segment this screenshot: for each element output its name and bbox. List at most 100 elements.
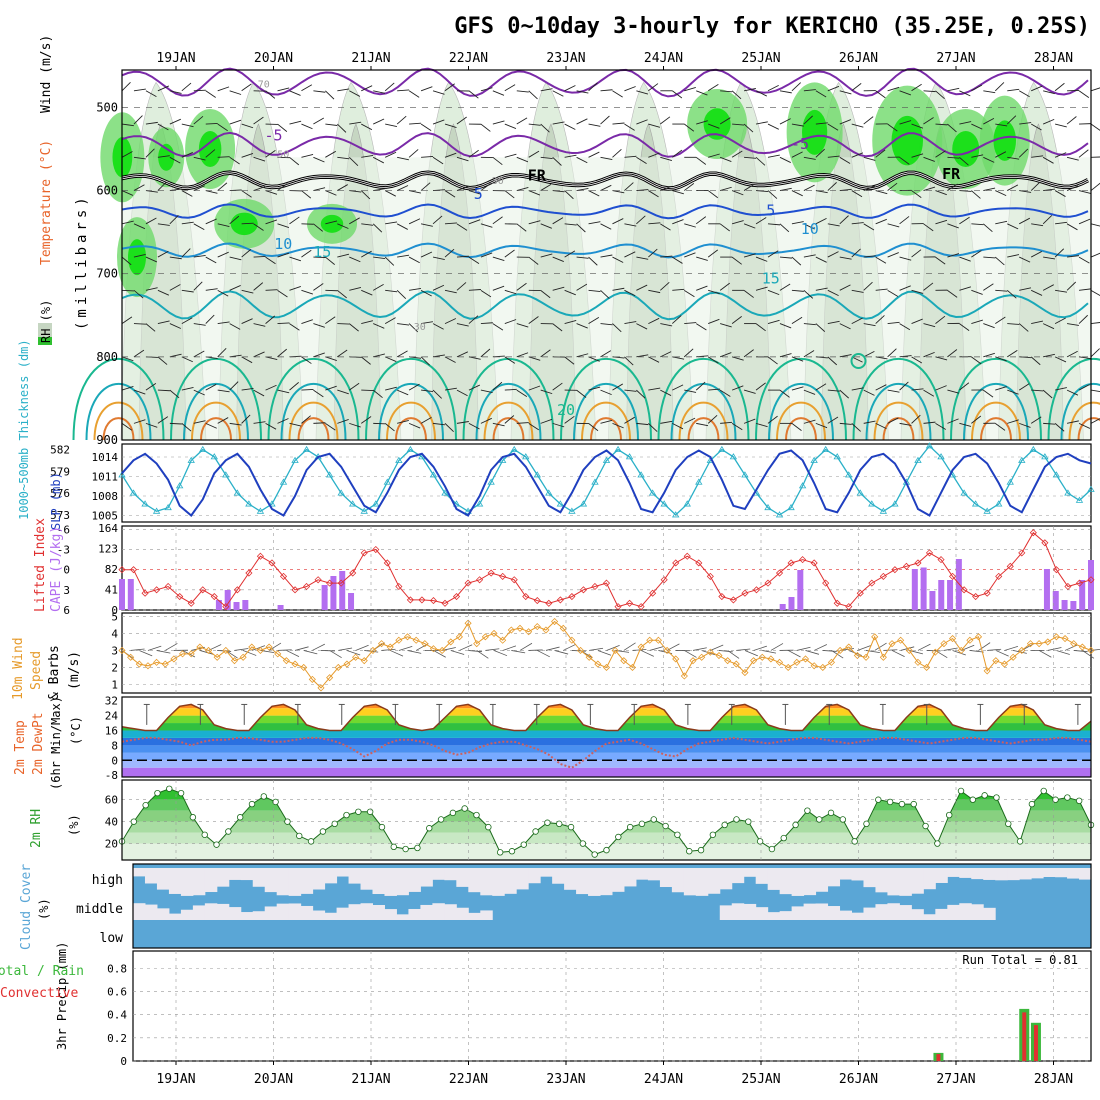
lifted-index-point <box>649 589 657 597</box>
wind-barb <box>468 256 480 264</box>
wind-barb <box>552 323 563 332</box>
wind-barb <box>193 350 205 358</box>
wind-barb <box>205 314 215 324</box>
wind-barb <box>121 289 135 292</box>
wind-barb <box>444 222 458 225</box>
wind-barb <box>815 190 828 194</box>
temp-tick-label: -8 <box>105 769 118 782</box>
wind-barb <box>265 384 277 391</box>
li-tick-label: 0 <box>63 564 70 577</box>
wind-barb <box>683 348 694 358</box>
wind-barb <box>1018 323 1029 332</box>
wind-tick-label: 4 <box>111 627 118 640</box>
wind-speed-point <box>801 655 810 663</box>
wind-barb <box>181 248 191 258</box>
lifted-index-point <box>1029 529 1037 537</box>
cloud-high-clear <box>1007 868 1020 881</box>
wind-barb <box>373 90 386 94</box>
precip-legend: 3hr Precip (mm) <box>55 942 69 1050</box>
wind-barb <box>145 256 158 263</box>
wind-barb <box>1090 123 1100 131</box>
cloud-high-clear <box>133 868 146 877</box>
wind-barb <box>325 90 335 100</box>
wind-speed-point <box>334 663 342 672</box>
temp-axis-label: 2m Temp <box>13 720 28 775</box>
wind-barb <box>708 123 720 129</box>
cloud-high-clear <box>707 868 721 894</box>
cloud-mid-clear <box>384 909 397 920</box>
wind-barb <box>444 356 456 363</box>
wind-barb <box>707 190 719 199</box>
wind-barb <box>396 185 409 191</box>
wind-barb <box>516 156 529 163</box>
wind-barb <box>588 82 598 92</box>
wind-barb <box>133 389 146 395</box>
wind-barb <box>947 389 960 394</box>
wind-barb <box>169 256 182 260</box>
lifted-index-point <box>729 596 737 604</box>
wind-speed-point <box>845 643 853 651</box>
wind-speed-point <box>222 646 230 655</box>
wind-barb <box>564 356 575 365</box>
cloud-mid-clear <box>803 903 817 920</box>
cloud-mid-clear <box>755 907 769 920</box>
cloud-high-clear <box>1019 868 1032 880</box>
wind-barb <box>576 118 588 125</box>
wind-barb <box>133 156 146 160</box>
rh-point <box>733 816 740 823</box>
lifted-index-point <box>949 572 957 580</box>
wind-legend-3: & Barbs <box>47 645 62 700</box>
lifted-index-point <box>245 569 253 577</box>
wind-barb <box>719 223 731 232</box>
wind-barb <box>121 316 133 324</box>
cloud-mid-clear <box>731 903 745 920</box>
wind-barb <box>755 217 767 225</box>
wind-barb <box>803 89 816 92</box>
thickness-point <box>1041 453 1049 460</box>
wind-speed-point <box>386 643 394 651</box>
wind-barb <box>923 421 936 424</box>
thickness-point <box>302 445 311 453</box>
wind-barb <box>432 256 445 261</box>
cloud-high-clear <box>312 868 326 890</box>
wind-speed-point <box>412 636 420 644</box>
cloud-mid-clear <box>168 913 182 920</box>
wind-barb-10m <box>130 648 145 651</box>
rh-very-moist-area <box>993 120 1016 161</box>
wind-barb <box>1090 322 1100 325</box>
wind-speed-point <box>923 663 931 672</box>
wind-barb <box>540 223 552 229</box>
top-date-label: 25JAN <box>741 51 780 66</box>
thickness-point <box>175 482 184 489</box>
wind-barb <box>468 219 481 225</box>
wind-barb-10m <box>545 646 560 651</box>
wind-speed-point <box>161 660 169 668</box>
cloud-high-clear <box>719 868 733 890</box>
wind-barb <box>899 355 912 358</box>
wind-barb <box>1090 289 1100 297</box>
wind-barb <box>612 148 622 158</box>
wind-barb <box>935 190 947 196</box>
wind-barb <box>1078 356 1091 360</box>
rh-point <box>910 800 917 808</box>
wind-barb <box>217 321 230 325</box>
cape-bar <box>215 600 222 610</box>
wind-barb <box>887 223 900 228</box>
wind-barb <box>313 352 325 358</box>
wind-barb <box>696 285 708 291</box>
wind-barb <box>337 123 347 133</box>
wind-barb <box>755 256 768 262</box>
wind-barb <box>827 182 837 191</box>
wind-barb <box>385 123 398 127</box>
thickness-point <box>637 471 645 478</box>
rh2-legend: 2m RH <box>29 809 44 848</box>
lifted-index-point <box>718 592 726 601</box>
wind-speed-point <box>862 653 870 661</box>
contour-label: 10 <box>274 235 292 253</box>
wind-barb <box>588 289 601 293</box>
wind-barb-10m <box>286 650 300 657</box>
wind-speed-point <box>421 640 429 648</box>
wind-barb <box>935 422 946 430</box>
wind-barb <box>863 351 875 358</box>
lifted-index-point <box>937 556 945 564</box>
